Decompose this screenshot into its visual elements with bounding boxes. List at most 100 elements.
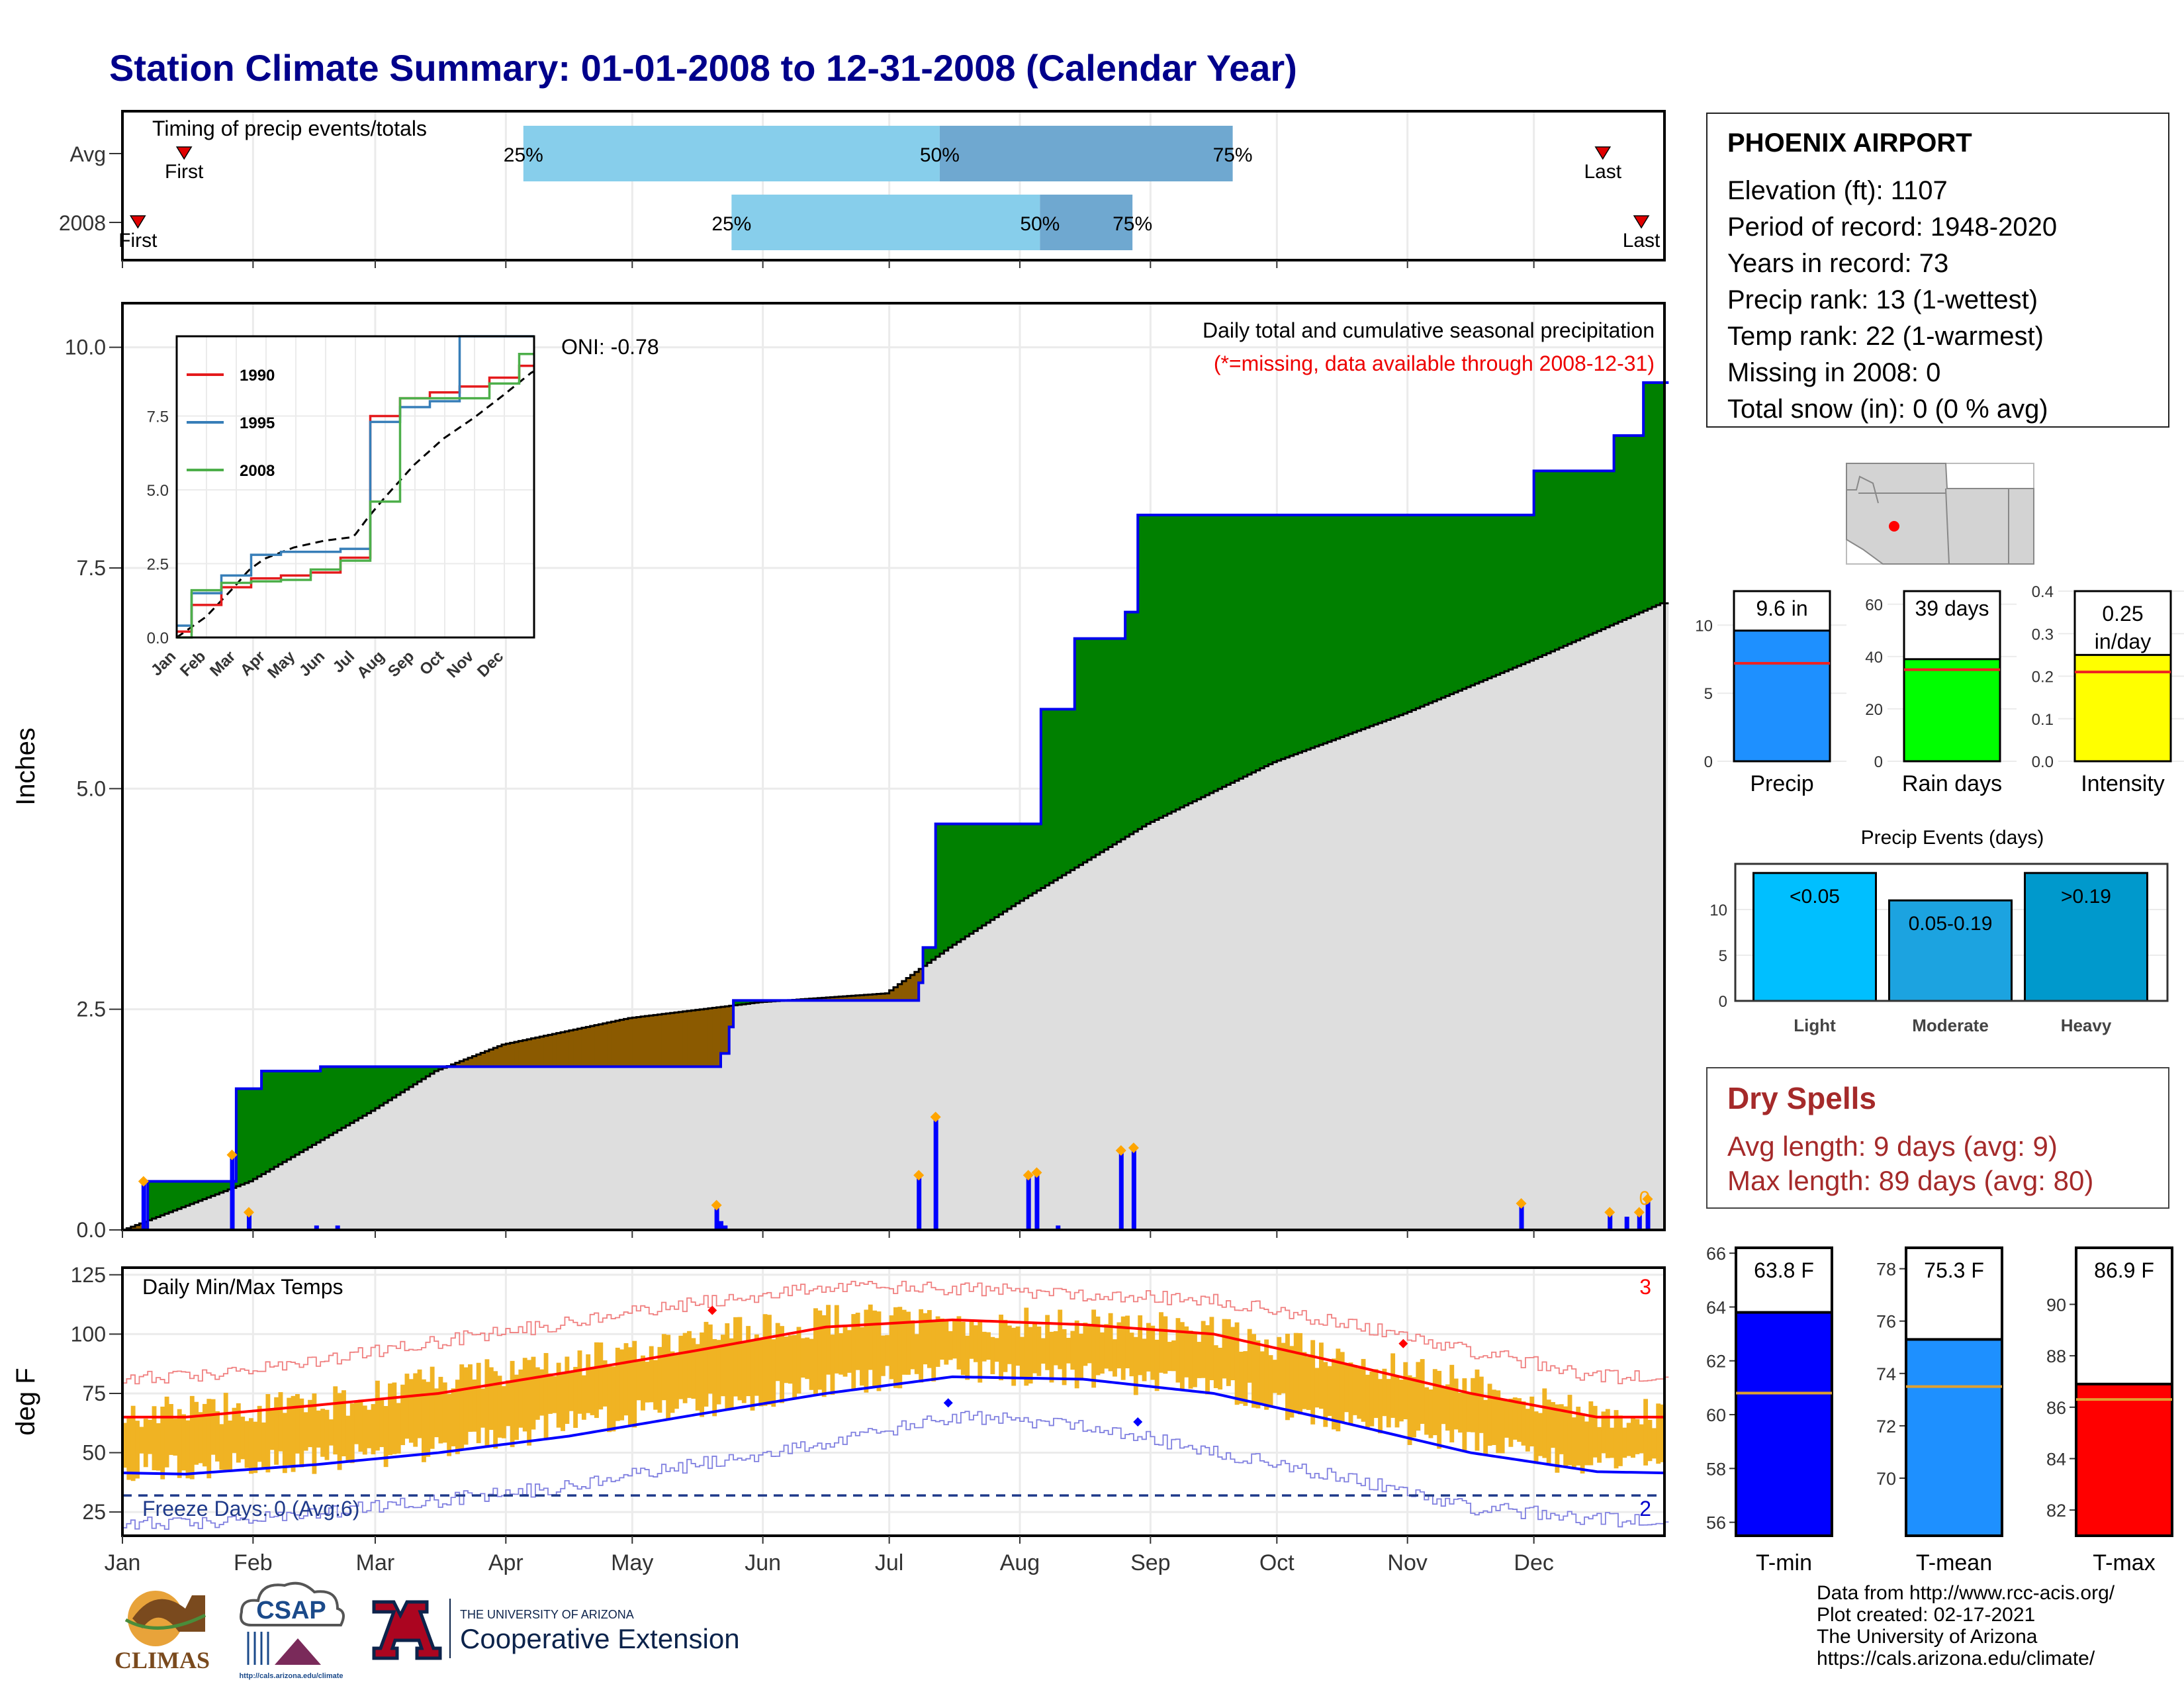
temp-daily-bar <box>1336 1348 1341 1432</box>
precip-surplus-fill <box>282 1071 287 1162</box>
precip-surplus-fill <box>1234 515 1240 781</box>
precip-missing-note: (*=missing, data available through 2008-… <box>1214 352 1655 375</box>
precip-surplus-fill <box>375 1066 380 1108</box>
inset-border <box>175 335 535 639</box>
temp-daily-bar <box>792 1335 797 1399</box>
precip-surplus-fill <box>1285 515 1291 758</box>
precip-surplus-fill <box>1175 515 1181 810</box>
temp-daily-bar <box>152 1406 157 1470</box>
temp-daily-bar <box>771 1339 776 1407</box>
temp-daily-bar <box>451 1388 456 1446</box>
temp-daily-bar <box>442 1382 447 1443</box>
events-category-label: Heavy <box>2061 1015 2112 1035</box>
temp-daily-bar <box>1491 1389 1496 1445</box>
mini-bar-tick-label: 5 <box>1704 685 1713 703</box>
temp-daily-bar <box>1500 1400 1505 1454</box>
temp-daily-bar <box>948 1331 953 1360</box>
temp-daily-bar <box>1159 1312 1163 1373</box>
temp-daily-bar <box>1348 1362 1353 1425</box>
temp-daily-bar <box>716 1340 721 1405</box>
precip-deficit-fill <box>590 1026 595 1067</box>
precip-surplus-fill <box>1403 515 1408 714</box>
temp-daily-bar <box>1108 1313 1113 1372</box>
precip-surplus-fill <box>1201 515 1206 798</box>
precip-surplus-fill <box>1420 515 1425 707</box>
temp-daily-bar <box>552 1376 557 1413</box>
precip-surplus-fill <box>189 1181 195 1204</box>
precip-surplus-fill <box>324 1066 330 1138</box>
station-line: Period of record: 1948-2020 <box>1727 212 2058 242</box>
temp-daily-bar <box>561 1374 565 1431</box>
precip-deficit-fill <box>480 1053 486 1067</box>
precip-surplus-fill <box>1007 823 1012 909</box>
precip-surplus-fill <box>400 1066 406 1092</box>
temp-daily-bar <box>762 1314 768 1406</box>
precip-surplus-fill <box>1344 515 1349 736</box>
temp-daily-bar <box>750 1340 755 1411</box>
temp-daily-bar <box>522 1358 527 1432</box>
precip-surplus-fill <box>1631 436 1636 616</box>
precip-surplus-fill <box>1588 471 1594 635</box>
precip-surplus-fill <box>944 823 949 951</box>
precip-deficit-fill <box>864 994 869 1001</box>
temp-bar-category-label: T-max <box>2093 1550 2155 1575</box>
precip-ytick-label: 0.0 <box>77 1218 106 1242</box>
temp-daily-bar <box>232 1407 237 1453</box>
temp-daily-bar <box>1471 1378 1476 1432</box>
temp-daily-bar <box>228 1421 233 1472</box>
temp-daily-bar <box>1617 1415 1623 1466</box>
temp-bar-tick-label: 86 <box>2046 1398 2066 1418</box>
precip-surplus-fill <box>1255 515 1261 771</box>
precip-daily-marker <box>1516 1198 1527 1209</box>
temp-daily-bar <box>767 1315 772 1405</box>
temp-daily-bar <box>1011 1327 1017 1386</box>
precip-surplus-fill <box>198 1181 203 1201</box>
temp-daily-bar <box>1529 1396 1535 1447</box>
temp-daily-bar <box>670 1351 675 1413</box>
precip-deficit-fill <box>455 1062 460 1067</box>
temp-daily-bar <box>978 1321 983 1383</box>
precip-surplus-fill <box>1626 436 1631 618</box>
temp-ytick-label: 50 <box>82 1441 106 1465</box>
precip-deficit-fill <box>611 1021 616 1067</box>
precip-surplus-fill <box>1251 515 1257 773</box>
mini-bar-tick-label: 0.0 <box>2032 753 2054 771</box>
precip-deficit-fill <box>707 1008 713 1067</box>
temp-daily-bar <box>1588 1401 1594 1466</box>
temp-daily-bar <box>316 1410 321 1448</box>
precip-deficit-fill <box>687 1011 692 1067</box>
inset-ytick-label: 0.0 <box>147 630 169 647</box>
temp-daily-bar <box>143 1419 148 1468</box>
temp-daily-bar <box>1264 1339 1269 1410</box>
timing-label-25: 25% <box>504 144 543 166</box>
precip-surplus-fill <box>160 1181 165 1215</box>
precip-deficit-fill <box>897 984 903 1001</box>
precip-surplus-fill <box>1104 638 1109 850</box>
precip-surplus-fill <box>328 1066 334 1135</box>
temp-daily-bar <box>1656 1403 1661 1464</box>
temp-daily-bar <box>725 1323 730 1411</box>
temp-daily-bar <box>1533 1411 1539 1464</box>
precip-surplus-fill <box>1529 515 1535 661</box>
precip-surplus-fill <box>1138 515 1143 829</box>
temp-daily-bar <box>695 1344 700 1411</box>
events-border <box>1734 863 2169 1002</box>
precip-deficit-fill <box>569 1030 574 1067</box>
precip-daily-bar <box>933 1117 938 1230</box>
temp-daily-bar <box>1352 1365 1357 1415</box>
station-map <box>1846 463 2034 565</box>
temp-daily-bar <box>1483 1399 1488 1455</box>
precip-deficit-fill <box>851 996 856 1001</box>
precip-surplus-fill <box>1209 515 1214 793</box>
precip-surplus-fill <box>1378 515 1383 724</box>
temp-daily-bar <box>484 1359 490 1448</box>
temp-daily-bar <box>641 1355 645 1411</box>
precip-surplus-fill <box>341 1066 347 1128</box>
temp-daily-bar <box>434 1388 439 1438</box>
temp-daily-bar <box>1302 1352 1307 1409</box>
precip-deficit-fill <box>834 997 839 1001</box>
temp-daily-bar <box>1272 1360 1277 1393</box>
temp-daily-bar <box>1239 1351 1244 1404</box>
inset-average-line <box>176 370 535 639</box>
temp-daily-bar <box>1087 1326 1092 1364</box>
